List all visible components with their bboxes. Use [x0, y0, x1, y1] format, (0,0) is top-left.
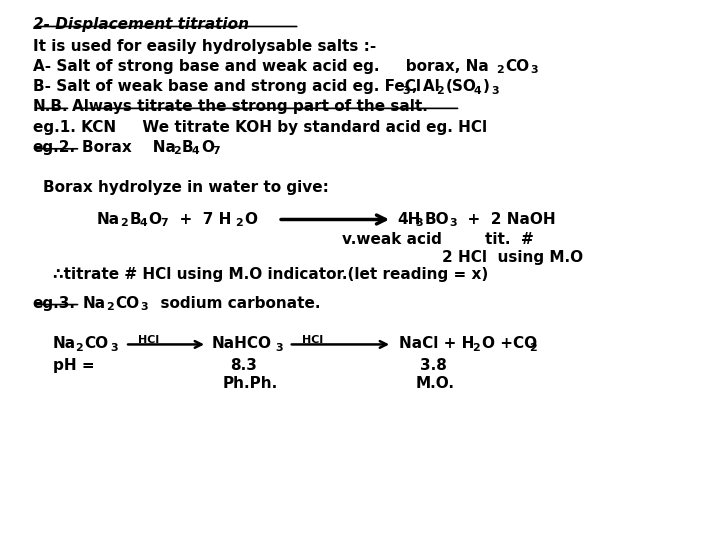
Text: 2: 2 [120, 218, 128, 228]
Text: HCl: HCl [302, 335, 323, 346]
Text: O: O [202, 140, 215, 155]
Text: It is used for easily hydrolysable salts :-: It is used for easily hydrolysable salts… [32, 39, 376, 53]
Text: 3: 3 [141, 302, 148, 312]
Text: 3: 3 [531, 65, 539, 75]
Text: 2: 2 [529, 343, 537, 353]
Text: Na: Na [96, 212, 120, 226]
Text: +  7 H: + 7 H [169, 212, 232, 226]
Text: eg.1. KCN     We titrate KOH by standard acid eg. HCl: eg.1. KCN We titrate KOH by standard aci… [32, 119, 487, 134]
Text: 2- Displacement titration: 2- Displacement titration [32, 17, 248, 32]
Text: O: O [148, 212, 161, 226]
Text: 3: 3 [449, 218, 456, 228]
Text: Always titrate the strong part of the salt.: Always titrate the strong part of the sa… [73, 99, 428, 114]
Text: 3: 3 [491, 85, 498, 96]
Text: 2: 2 [436, 85, 444, 96]
Text: 7: 7 [160, 218, 168, 228]
Text: 7: 7 [212, 146, 220, 156]
Text: 3: 3 [415, 218, 423, 228]
Text: 3: 3 [275, 343, 283, 353]
Text: v.weak acid: v.weak acid [342, 232, 442, 247]
Text: B: B [130, 212, 141, 226]
Text: Na: Na [83, 295, 106, 310]
Text: N.B.: N.B. [32, 99, 68, 114]
Text: CO: CO [505, 59, 529, 74]
Text: 3: 3 [402, 85, 410, 96]
Text: HCl: HCl [138, 335, 159, 346]
Text: 2: 2 [106, 302, 114, 312]
Text: B- Salt of weak base and strong acid eg. FeCl: B- Salt of weak base and strong acid eg.… [32, 79, 420, 94]
Text: +  2 NaOH: + 2 NaOH [457, 212, 556, 226]
Text: ∴titrate # HCl using M.O indicator.(let reading = x): ∴titrate # HCl using M.O indicator.(let … [53, 267, 488, 282]
Text: (SO: (SO [446, 79, 476, 94]
Text: CO: CO [115, 295, 139, 310]
Text: 4: 4 [140, 218, 147, 228]
Text: 3: 3 [110, 343, 118, 353]
Text: 2: 2 [173, 146, 181, 156]
Text: ): ) [483, 79, 490, 94]
Text: 2: 2 [76, 343, 83, 353]
Text: 4: 4 [192, 146, 199, 156]
Text: Ph.Ph.: Ph.Ph. [222, 376, 278, 392]
Text: Borax hydrolyze in water to give:: Borax hydrolyze in water to give: [43, 180, 329, 194]
Text: B: B [182, 140, 194, 155]
Text: eg.3.: eg.3. [32, 295, 76, 310]
Text: Na: Na [53, 336, 76, 352]
Text: NaCl + H: NaCl + H [399, 336, 474, 352]
Text: 2: 2 [235, 218, 243, 228]
Text: CO: CO [84, 336, 109, 352]
Text: Borax    Na: Borax Na [83, 140, 176, 155]
Text: 4: 4 [474, 85, 482, 96]
Text: O: O [245, 212, 258, 226]
Text: 2: 2 [472, 343, 480, 353]
Text: 2: 2 [496, 65, 504, 75]
Text: eg.2.: eg.2. [32, 140, 76, 155]
Text: pH =: pH = [53, 357, 94, 373]
Text: M.O.: M.O. [415, 376, 454, 392]
Text: BO: BO [425, 212, 449, 226]
Text: 8.3: 8.3 [230, 357, 257, 373]
Text: O +CO: O +CO [482, 336, 537, 352]
Text: A- Salt of strong base and weak acid eg.     borax, Na: A- Salt of strong base and weak acid eg.… [32, 59, 488, 74]
Text: 3.8: 3.8 [420, 357, 447, 373]
Text: 2 HCl  using M.O: 2 HCl using M.O [442, 250, 583, 265]
Text: sodium carbonate.: sodium carbonate. [150, 295, 320, 310]
Text: , Al: , Al [412, 79, 440, 94]
Text: 4H: 4H [397, 212, 421, 226]
Text: tit.  #: tit. # [485, 232, 534, 247]
Text: NaHCO: NaHCO [212, 336, 272, 352]
